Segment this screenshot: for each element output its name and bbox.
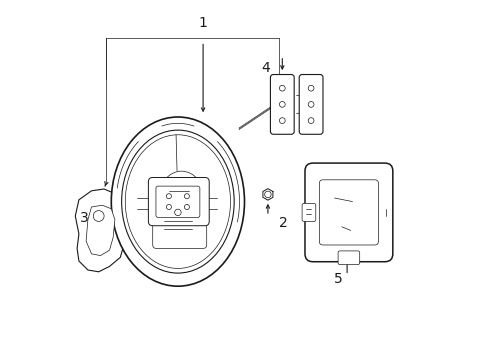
Circle shape: [279, 102, 285, 107]
Text: 2: 2: [278, 216, 287, 230]
FancyBboxPatch shape: [302, 203, 315, 221]
Text: 1: 1: [198, 17, 207, 30]
Circle shape: [166, 204, 171, 210]
Ellipse shape: [157, 171, 205, 232]
FancyBboxPatch shape: [319, 180, 378, 245]
Polygon shape: [75, 189, 123, 272]
Polygon shape: [86, 205, 115, 256]
Circle shape: [166, 194, 171, 199]
Circle shape: [279, 85, 285, 91]
FancyBboxPatch shape: [270, 75, 294, 134]
Ellipse shape: [111, 117, 244, 286]
Circle shape: [307, 102, 313, 107]
Ellipse shape: [122, 130, 234, 273]
FancyBboxPatch shape: [152, 214, 206, 248]
FancyBboxPatch shape: [337, 251, 359, 265]
FancyBboxPatch shape: [305, 163, 392, 262]
Ellipse shape: [125, 135, 230, 269]
Text: 3: 3: [80, 211, 88, 225]
Circle shape: [307, 85, 313, 91]
Circle shape: [264, 191, 270, 198]
FancyBboxPatch shape: [156, 186, 200, 217]
Circle shape: [184, 204, 189, 210]
Circle shape: [307, 118, 313, 123]
Circle shape: [174, 209, 181, 216]
Polygon shape: [263, 189, 272, 200]
Text: 4: 4: [261, 62, 270, 75]
Circle shape: [279, 118, 285, 123]
Text: 5: 5: [333, 272, 342, 286]
FancyBboxPatch shape: [299, 75, 322, 134]
FancyBboxPatch shape: [148, 177, 209, 226]
Circle shape: [184, 194, 189, 199]
Circle shape: [93, 211, 104, 221]
